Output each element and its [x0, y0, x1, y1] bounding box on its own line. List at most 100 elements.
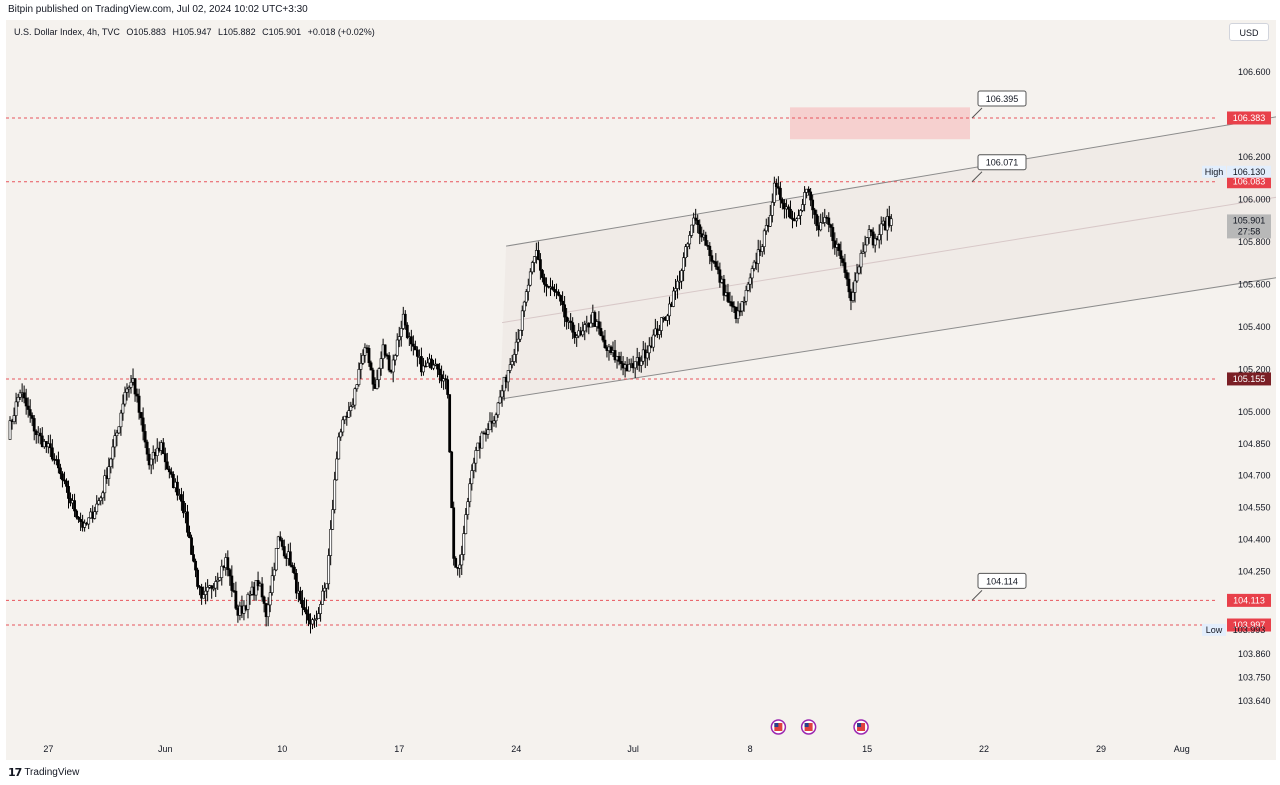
candle[interactable] [77, 515, 80, 523]
candle[interactable] [795, 217, 798, 227]
candle[interactable] [488, 412, 492, 431]
candle[interactable] [746, 281, 750, 292]
candle[interactable] [228, 567, 232, 586]
candle[interactable] [569, 313, 573, 331]
candle[interactable] [708, 242, 712, 265]
candle[interactable] [694, 208, 698, 225]
candle[interactable] [220, 559, 224, 586]
candle[interactable] [690, 224, 694, 238]
candle[interactable] [559, 294, 562, 306]
candle[interactable] [186, 504, 189, 537]
candle[interactable] [369, 360, 373, 371]
candle[interactable] [538, 253, 542, 280]
candle[interactable] [73, 493, 76, 518]
candle[interactable] [436, 363, 439, 378]
candle[interactable] [38, 428, 42, 445]
candle[interactable] [861, 242, 865, 254]
candle[interactable] [831, 223, 835, 250]
candle[interactable] [194, 558, 197, 578]
candle[interactable] [768, 204, 772, 228]
candle[interactable] [688, 231, 692, 250]
candle[interactable] [867, 225, 871, 244]
callout-box-0[interactable] [977, 90, 1027, 107]
channel-lower-line[interactable] [499, 270, 1276, 400]
candle[interactable] [290, 562, 294, 573]
candle[interactable] [333, 471, 337, 514]
candle[interactable] [22, 385, 26, 404]
candle[interactable] [841, 255, 845, 267]
candle[interactable] [742, 296, 746, 312]
candle[interactable] [411, 335, 415, 356]
candle[interactable] [633, 361, 637, 379]
candle[interactable] [530, 260, 534, 275]
candle[interactable] [829, 223, 833, 237]
candle[interactable] [803, 186, 806, 212]
candle[interactable] [339, 428, 343, 441]
horizontal-levels[interactable]: 106.395 106.071 104.114 [6, 90, 1216, 626]
candle[interactable] [541, 268, 544, 283]
candle[interactable] [282, 539, 286, 559]
candle[interactable] [458, 554, 462, 578]
candle[interactable] [48, 434, 52, 457]
candle[interactable] [684, 244, 688, 267]
candle[interactable] [581, 321, 585, 338]
candle[interactable] [216, 572, 220, 590]
candle[interactable] [791, 210, 794, 229]
candle[interactable] [99, 495, 103, 506]
candle[interactable] [869, 229, 873, 237]
candle[interactable] [129, 374, 133, 394]
candle[interactable] [145, 439, 149, 461]
candle[interactable] [59, 463, 62, 480]
candle[interactable] [678, 270, 681, 291]
candle[interactable] [137, 388, 141, 420]
candle[interactable] [543, 273, 546, 293]
candle[interactable] [438, 363, 441, 384]
candle[interactable] [750, 265, 754, 289]
candle[interactable] [760, 243, 764, 257]
candle[interactable] [726, 283, 730, 304]
candle[interactable] [627, 358, 631, 372]
candle[interactable] [141, 407, 145, 441]
candle[interactable] [301, 589, 304, 616]
candle[interactable] [278, 531, 282, 542]
candle[interactable] [821, 212, 825, 224]
candle[interactable] [783, 199, 786, 219]
candle[interactable] [125, 383, 129, 401]
candle[interactable] [95, 495, 99, 515]
candle[interactable] [877, 224, 881, 249]
candle[interactable] [305, 599, 308, 624]
candle[interactable] [415, 346, 419, 367]
candle[interactable] [165, 452, 169, 470]
candle[interactable] [536, 241, 540, 261]
candle[interactable] [696, 214, 700, 234]
event-flag-icon[interactable] [800, 719, 817, 735]
candle[interactable] [522, 300, 526, 318]
currency-button[interactable]: USD [1229, 23, 1269, 41]
candle[interactable] [331, 499, 335, 530]
candle[interactable] [234, 581, 238, 610]
candle[interactable] [789, 200, 792, 219]
candle[interactable] [879, 216, 883, 245]
candle[interactable] [14, 392, 18, 425]
candle[interactable] [28, 399, 32, 423]
candle[interactable] [651, 329, 655, 352]
candle[interactable] [599, 321, 603, 337]
candle[interactable] [391, 354, 395, 383]
event-flag-icon[interactable] [853, 719, 869, 735]
candle[interactable] [67, 480, 70, 509]
candle[interactable] [405, 322, 409, 340]
candle[interactable] [440, 365, 443, 389]
candle[interactable] [645, 345, 649, 366]
candle[interactable] [496, 401, 500, 418]
chart-area[interactable]: 106.395 106.071 104.114 106.600 106.200 106.… [6, 20, 1276, 760]
candle[interactable] [502, 376, 506, 401]
candle[interactable] [657, 324, 661, 340]
candle[interactable] [355, 384, 359, 392]
candle[interactable] [83, 519, 87, 532]
candle[interactable] [545, 277, 548, 297]
candle[interactable] [119, 409, 123, 436]
candle[interactable] [839, 241, 843, 267]
candle[interactable] [865, 237, 869, 246]
candle[interactable] [127, 385, 131, 398]
candle[interactable] [516, 328, 520, 352]
